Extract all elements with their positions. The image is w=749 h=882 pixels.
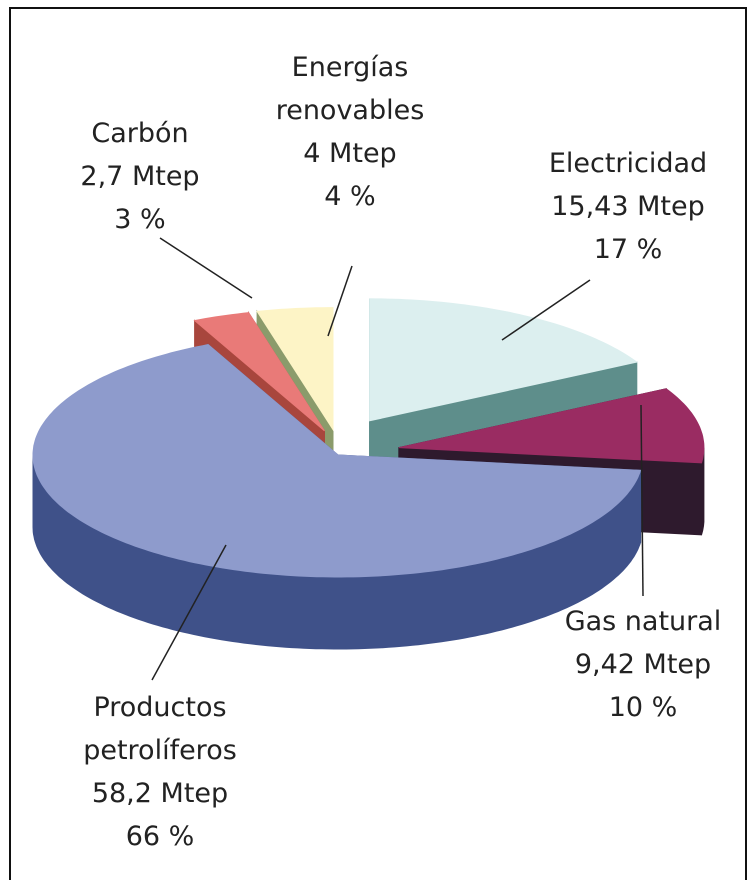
slice-label: Productos petrolíferos 58,2 Mtep 66 % bbox=[60, 686, 260, 858]
label-percent: 10 % bbox=[608, 692, 678, 723]
label-name: Energías renovables bbox=[275, 52, 425, 126]
slice-top bbox=[193, 312, 325, 432]
label-amount: 2,7 Mtep bbox=[80, 161, 200, 192]
leader-line bbox=[151, 544, 227, 681]
pie-slice bbox=[32, 343, 642, 650]
leader-line bbox=[327, 265, 353, 337]
label-name: Productos petrolíferos bbox=[83, 692, 237, 766]
slice-top bbox=[369, 298, 638, 422]
slice-label: Energías renovables 4 Mtep 4 % bbox=[255, 46, 445, 218]
leader-line bbox=[640, 404, 644, 597]
slice-label: Electricidad 15,43 Mtep 17 % bbox=[508, 142, 748, 271]
slice-label: Carbón 2,7 Mtep 3 % bbox=[40, 112, 240, 241]
label-amount: 15,43 Mtep bbox=[551, 191, 705, 222]
slice-label: Gas natural 9,42 Mtep 10 % bbox=[523, 600, 749, 729]
label-percent: 4 % bbox=[324, 181, 376, 212]
leader-lines bbox=[151, 237, 644, 681]
label-percent: 17 % bbox=[593, 234, 663, 265]
leader-line bbox=[159, 237, 253, 299]
frame bbox=[9, 7, 747, 880]
slice-top bbox=[32, 344, 642, 578]
label-name: Gas natural bbox=[564, 606, 722, 637]
label-name: Electricidad bbox=[548, 148, 708, 179]
label-percent: 66 % bbox=[125, 821, 195, 852]
label-amount: 4 Mtep bbox=[303, 138, 397, 169]
slice-top bbox=[256, 307, 334, 432]
label-amount: 58,2 Mtep bbox=[91, 778, 229, 809]
label-percent: 3 % bbox=[114, 204, 166, 235]
label-amount: 9,42 Mtep bbox=[574, 649, 712, 680]
slice-top bbox=[398, 388, 705, 464]
leader-line bbox=[501, 279, 591, 341]
label-name: Carbón bbox=[91, 118, 189, 149]
